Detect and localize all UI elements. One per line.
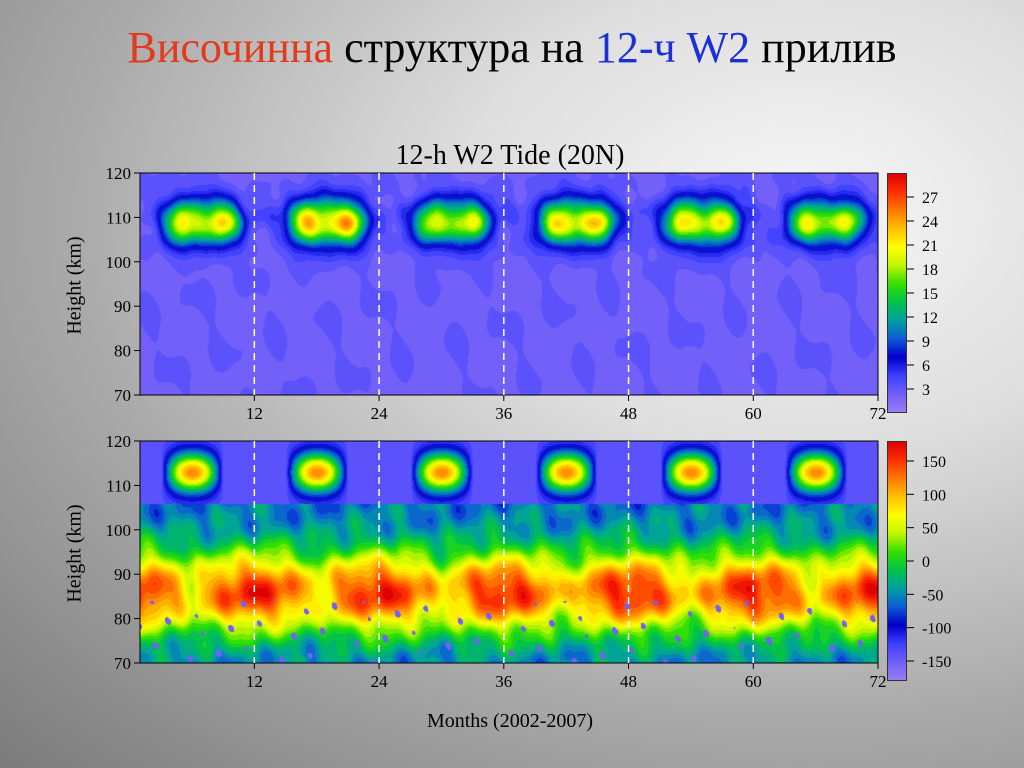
slide-title-part2: структура на [344, 23, 584, 72]
slide-title-part1: Височинна [127, 23, 334, 72]
x-tick-label: 60 [745, 672, 762, 691]
colorbar-tick-label: 3 [922, 382, 930, 399]
y-tick-label: 80 [114, 610, 131, 629]
y-tick-label: 110 [106, 476, 131, 495]
colorbar-tick-label: -50 [922, 587, 943, 604]
colorbar-tick-label: 21 [922, 238, 938, 255]
x-tick-label: 36 [495, 672, 512, 691]
y-tick-label: 70 [114, 654, 131, 673]
x-axis-label: Months (2002-2007) [426, 710, 594, 732]
x-tick-label: 24 [371, 672, 389, 691]
slide-title: Височинна структура на 12-ч W2 прилив [0, 22, 1024, 73]
x-tick-label: 48 [620, 672, 637, 691]
colorbar-tick-label: 15 [922, 286, 938, 303]
x-tick-label: 12 [246, 672, 263, 691]
colorbar-tick-label: 9 [922, 334, 930, 351]
y-tick-label: 70 [114, 386, 131, 405]
colorbar-tick-label: 12 [922, 310, 938, 327]
x-tick-label: 60 [745, 404, 762, 423]
y-tick-label: 120 [106, 164, 132, 183]
plot-frame [139, 172, 879, 396]
x-tick-label: 48 [620, 404, 637, 423]
colorbar-tick-label: 50 [922, 521, 938, 538]
x-tick-label: 36 [495, 404, 512, 423]
phase-heatmap-canvas [140, 441, 878, 663]
colorbar-tick-label: 150 [922, 454, 946, 471]
slide-title-part4: W2 [686, 23, 751, 72]
colorbar-tick-label: 27 [922, 190, 938, 207]
plot-frame [139, 440, 879, 664]
y-tick-label: 90 [114, 565, 131, 584]
x-tick-label: 72 [870, 672, 887, 691]
colorbar-tick-label: 18 [922, 262, 938, 279]
slide-title-part3: 12-ч [594, 23, 676, 72]
amplitude-heatmap-canvas [140, 173, 878, 395]
y-tick-label: 80 [114, 342, 131, 361]
slide-title-part5: прилив [761, 23, 897, 72]
y-tick-label: 90 [114, 297, 131, 316]
colorbar-tick-label: 24 [922, 214, 938, 231]
amplitude-heatmap [140, 173, 878, 395]
phase-colorbar [887, 441, 907, 681]
colorbar-tick-label: 6 [922, 358, 930, 375]
colorbar-tick-label: -100 [922, 621, 951, 638]
amplitude-colorbar [887, 173, 907, 413]
phase-heatmap [140, 441, 878, 663]
x-tick-label: 12 [246, 404, 263, 423]
x-tick-label: 24 [371, 404, 389, 423]
y-tick-label: 120 [106, 432, 132, 451]
y-tick-label: 110 [106, 208, 131, 227]
y-tick-label: 100 [106, 253, 132, 272]
y-tick-label: 100 [106, 521, 132, 540]
colorbar-tick-label: 0 [922, 554, 930, 571]
x-tick-label: 72 [870, 404, 887, 423]
colorbar-tick-label: -150 [922, 654, 951, 671]
chart-title: 12-h W2 Tide (20N) [395, 140, 625, 171]
colorbar-tick-label: 100 [922, 487, 946, 504]
